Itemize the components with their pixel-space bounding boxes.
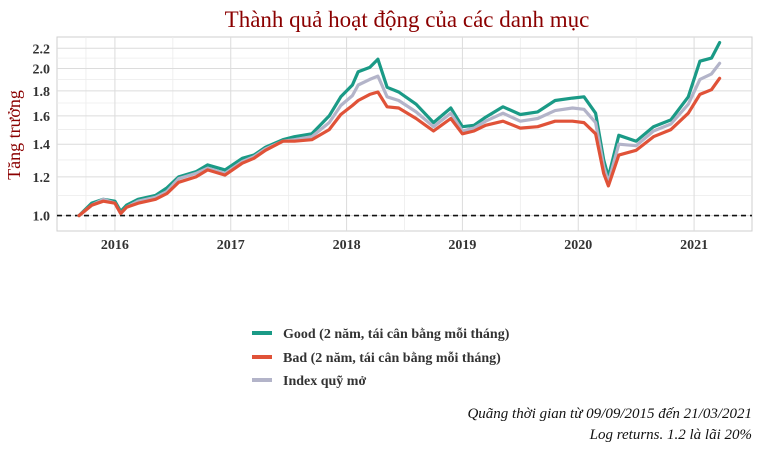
x-tick-label: 2017 xyxy=(217,238,245,253)
y-tick-label: 1.6 xyxy=(33,110,51,125)
legend-label-index: Index quỹ mở xyxy=(283,374,366,389)
major-gridlines xyxy=(57,37,752,231)
minor-gridlines xyxy=(57,37,752,231)
x-tick-labels: 2016 2017 2018 2019 2020 2021 xyxy=(101,238,708,253)
plot-area xyxy=(56,36,753,232)
y-tick-label: 1.2 xyxy=(33,171,51,186)
x-tick-label: 2018 xyxy=(333,238,361,253)
y-tick-label: 2.0 xyxy=(33,62,51,77)
y-tick-label: 1.4 xyxy=(33,138,51,153)
caption-period: Quãng thời gian từ 09/09/2015 đến 21/03/… xyxy=(467,406,752,422)
legend: Good (2 năm, tái cân bằng mỗi tháng) Bad… xyxy=(252,326,510,389)
y-tick-labels: 1.0 1.2 1.4 1.6 1.8 2.0 2.2 xyxy=(33,42,51,224)
y-tick-label: 1.0 xyxy=(33,210,51,225)
series-line-good xyxy=(77,40,722,218)
y-tick-label: 1.8 xyxy=(33,85,51,100)
x-tick-label: 2021 xyxy=(680,238,708,253)
legend-label-bad: Bad (2 năm, tái cân bằng mỗi tháng) xyxy=(283,350,501,366)
caption-note: Log returns. 1.2 là lãi 20% xyxy=(589,427,752,443)
y-tick-label: 2.2 xyxy=(33,42,51,57)
y-axis-label: Tăng trưởng xyxy=(4,90,24,180)
x-tick-label: 2016 xyxy=(101,238,129,253)
legend-label-good: Good (2 năm, tái cân bằng mỗi tháng) xyxy=(283,326,510,342)
series-line-bad xyxy=(77,76,722,218)
chart-title: Thành quả hoạt động của các danh mục xyxy=(225,7,590,32)
series-layer xyxy=(77,40,722,218)
x-tick-label: 2019 xyxy=(448,238,476,253)
x-tick-label: 2020 xyxy=(564,238,592,253)
